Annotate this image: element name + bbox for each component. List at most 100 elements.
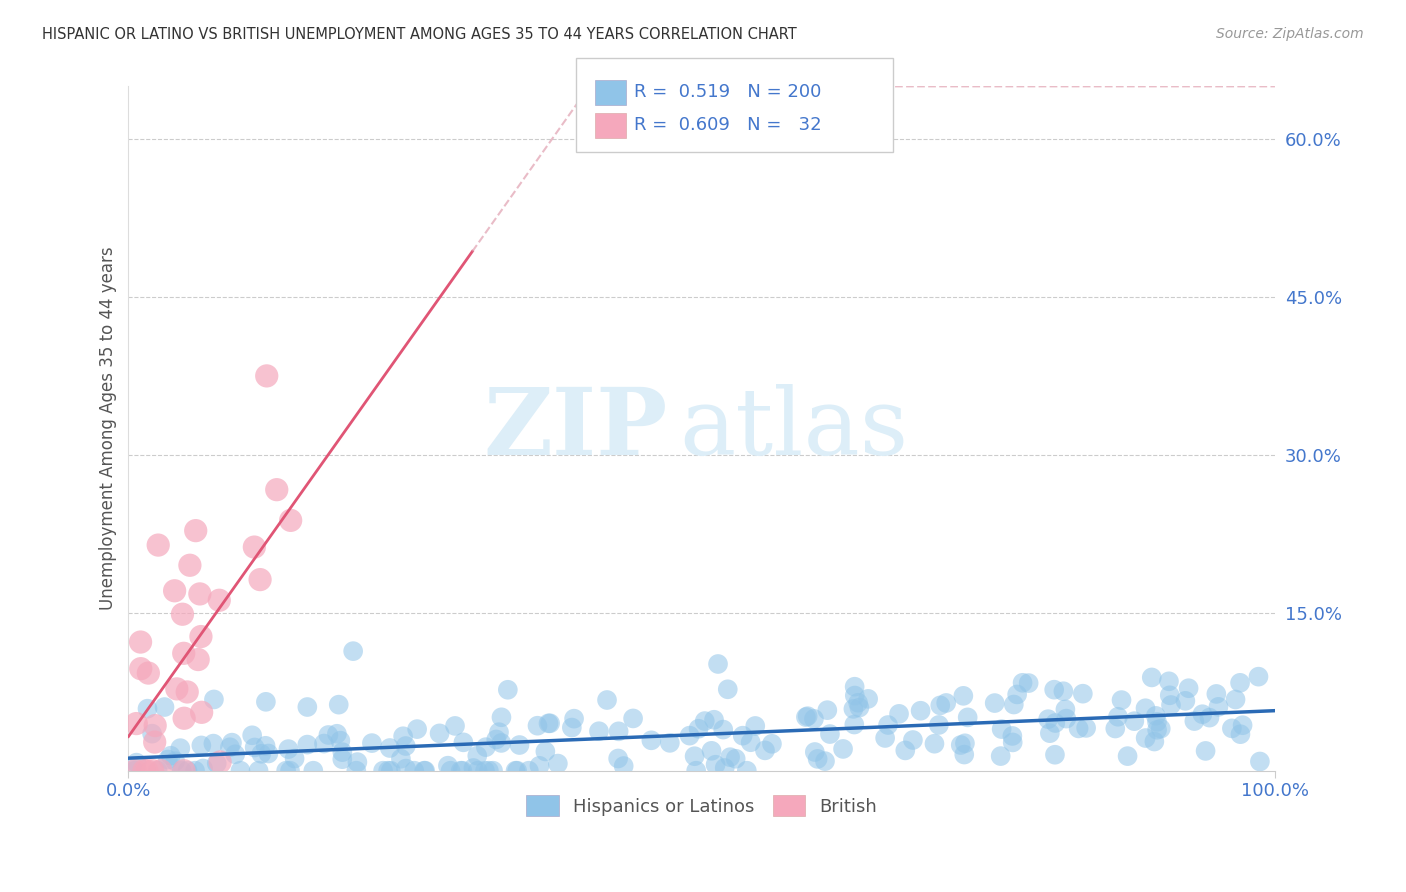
- Point: [312, 737, 335, 751]
- Point: [1123, 714, 1146, 728]
- Point: [983, 696, 1005, 710]
- Point: [488, 725, 510, 739]
- Point: [474, 764, 496, 778]
- Point: [229, 764, 252, 778]
- Point: [508, 738, 530, 752]
- Point: [685, 764, 707, 778]
- Point: [1107, 710, 1129, 724]
- Point: [179, 558, 201, 573]
- Point: [506, 764, 529, 778]
- Text: R =  0.519   N = 200: R = 0.519 N = 200: [634, 83, 821, 101]
- Point: [475, 740, 498, 755]
- Point: [711, 723, 734, 737]
- Point: [894, 743, 917, 757]
- Point: [184, 764, 207, 778]
- Point: [804, 745, 827, 759]
- Point: [693, 714, 716, 728]
- Point: [1005, 688, 1028, 702]
- Point: [688, 722, 710, 736]
- Point: [1104, 722, 1126, 736]
- Point: [205, 756, 228, 771]
- Point: [935, 696, 957, 710]
- Point: [256, 368, 278, 383]
- Point: [467, 764, 489, 778]
- Point: [202, 692, 225, 706]
- Point: [952, 689, 974, 703]
- Point: [956, 710, 979, 724]
- Point: [170, 764, 193, 778]
- Point: [901, 733, 924, 747]
- Point: [724, 752, 747, 766]
- Point: [380, 764, 402, 778]
- Point: [326, 727, 349, 741]
- Point: [166, 681, 188, 696]
- Point: [342, 644, 364, 658]
- Point: [190, 706, 212, 720]
- Point: [1002, 698, 1025, 712]
- Point: [1074, 721, 1097, 735]
- Point: [1247, 670, 1270, 684]
- Point: [491, 736, 513, 750]
- Point: [250, 747, 273, 761]
- Point: [124, 764, 146, 778]
- Point: [537, 716, 560, 731]
- Point: [754, 743, 776, 757]
- Point: [243, 540, 266, 554]
- Point: [683, 749, 706, 764]
- Point: [284, 751, 307, 765]
- Point: [143, 735, 166, 749]
- Point: [844, 680, 866, 694]
- Point: [796, 709, 818, 723]
- Point: [413, 764, 436, 778]
- Text: atlas: atlas: [679, 384, 908, 474]
- Point: [129, 662, 152, 676]
- Point: [990, 749, 1012, 764]
- Point: [173, 764, 195, 778]
- Point: [125, 756, 148, 770]
- Point: [621, 711, 644, 725]
- Point: [607, 751, 630, 765]
- Point: [332, 745, 354, 759]
- Point: [517, 764, 540, 778]
- Point: [529, 759, 551, 773]
- Point: [640, 733, 662, 747]
- Point: [1116, 749, 1139, 764]
- Point: [717, 682, 740, 697]
- Point: [1135, 731, 1157, 745]
- Y-axis label: Unemployment Among Ages 35 to 44 years: Unemployment Among Ages 35 to 44 years: [100, 247, 117, 610]
- Point: [613, 759, 636, 773]
- Point: [224, 747, 246, 762]
- Point: [129, 635, 152, 649]
- Point: [453, 735, 475, 749]
- Point: [562, 712, 585, 726]
- Point: [406, 722, 429, 736]
- Point: [1177, 681, 1199, 696]
- Point: [1054, 712, 1077, 726]
- Point: [465, 748, 488, 763]
- Point: [844, 689, 866, 703]
- Point: [1146, 714, 1168, 729]
- Point: [496, 682, 519, 697]
- Point: [1146, 723, 1168, 737]
- Point: [928, 718, 950, 732]
- Point: [910, 704, 932, 718]
- Legend: Hispanics or Latinos, British: Hispanics or Latinos, British: [519, 788, 884, 823]
- Point: [329, 733, 352, 747]
- Point: [240, 728, 263, 742]
- Point: [439, 764, 461, 778]
- Point: [1229, 675, 1251, 690]
- Point: [482, 764, 505, 778]
- Point: [209, 755, 232, 769]
- Point: [191, 762, 214, 776]
- Point: [1067, 722, 1090, 736]
- Point: [451, 764, 474, 778]
- Text: R =  0.609   N =   32: R = 0.609 N = 32: [634, 116, 821, 134]
- Point: [247, 764, 270, 778]
- Point: [485, 732, 508, 747]
- Point: [202, 737, 225, 751]
- Point: [1249, 755, 1271, 769]
- Point: [478, 764, 501, 778]
- Point: [1001, 729, 1024, 743]
- Point: [143, 718, 166, 732]
- Point: [249, 573, 271, 587]
